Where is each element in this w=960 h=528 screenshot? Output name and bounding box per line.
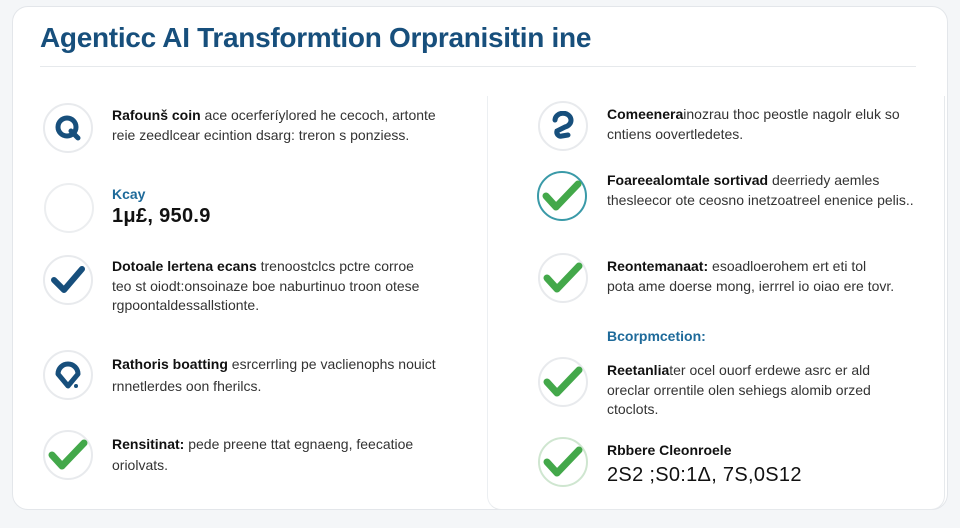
check-icon (538, 253, 588, 303)
item-heading: Foareealomtale sortivad (607, 172, 769, 188)
item-text: esrcerrling pe vaclienophs nouict rnnetl… (112, 356, 436, 394)
check-icon (43, 430, 93, 480)
item-text: pede preene ttat egnaeng, feecatioe orio… (112, 436, 414, 473)
q-icon (43, 103, 93, 153)
key-label: Kcay (112, 186, 146, 202)
item-text: trenoostclcs pctre corroe teo st oiodt:o… (112, 258, 420, 313)
item-text: ace ocerferíylored he cecoch, artonte re… (112, 107, 436, 143)
list-item: Foareealomtale sortivad deerriedy aemles… (607, 171, 917, 210)
column-divider (487, 96, 488, 496)
list-item: Dotoale lertena ecans trenoostclcs pctre… (112, 257, 422, 316)
item-text: inozrau thoc peostle nagolr eluk so cnti… (607, 106, 900, 142)
item-heading: Rathoris boatting (112, 356, 228, 372)
list-item: Reontemanaat: esoadloerohem ert eti tol … (607, 257, 897, 296)
item-heading: Reontemanaat: (607, 258, 709, 274)
item-value: 2S2 ;S0:1Δ, 7S,0S12 (607, 464, 802, 486)
infographic-card (12, 6, 948, 510)
check-circle-icon (537, 171, 587, 221)
item-heading: Rensitinat: (112, 436, 185, 452)
item-text: ter ocel ouorf erdewe asrc er ald orecla… (607, 362, 871, 417)
item-text: esoadloerohem ert eti tol pota ame doers… (607, 258, 895, 294)
item-heading: Comeenera (607, 106, 684, 122)
check-icon (538, 357, 588, 407)
location-pin-icon (43, 350, 93, 400)
list-item: Reetanliater ocel ouorf erdewe asrc er a… (607, 361, 907, 420)
page-title: Agenticc AI Transformtion Orpranisitin i… (40, 22, 592, 53)
list-item: Rafounš coin ace ocerferíylored he cecoc… (112, 106, 442, 145)
item-text: deerriedy aemles thesleecor ote ceosno i… (607, 172, 914, 208)
list-item: Comeenerainozrau thoc peostle nagolr elu… (607, 105, 907, 144)
check-icon (43, 255, 93, 305)
item-heading: Rafounš coin (112, 107, 201, 123)
check-icon (538, 437, 588, 487)
key-value: 1μ£, 950.9 (112, 205, 211, 227)
question-icon (538, 101, 588, 151)
item-heading: Reetanlia (607, 362, 670, 378)
empty-circle-icon (44, 183, 94, 233)
divider (40, 66, 916, 67)
list-item: Rensitinat: pede preene ttat egnaeng, fe… (112, 434, 452, 476)
item-heading: Rbbere Cleonroele (607, 442, 732, 458)
list-item: Rathoris boatting esrcerrling pe vaclien… (112, 353, 442, 397)
item-heading: Dotoale lertena ecans (112, 258, 257, 274)
section-label: Bcorpmcetion: (607, 328, 706, 344)
